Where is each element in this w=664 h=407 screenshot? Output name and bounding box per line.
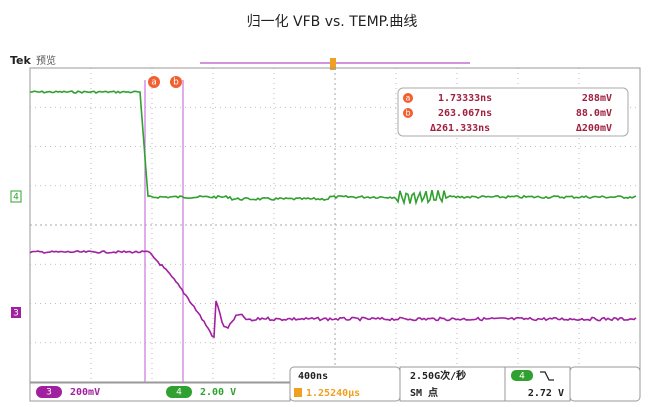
readout-a-label: a [406,94,411,103]
page: 归一化 VFB vs. TEMP.曲线 Tek 预览 a b 4 3 a b 1… [0,0,664,403]
cursor-b-label: b [173,78,179,88]
a-value: 288mV [582,93,612,104]
ch4-label: 4 [176,388,182,398]
trigger-level: 2.72 V [528,388,564,399]
mode: 预览 [36,54,56,67]
readout-b-label: b [405,109,410,118]
cursor-a-label: a [151,78,157,88]
channel-box [30,383,290,401]
position-icon [294,388,302,397]
a-time: 1.73333ns [438,93,492,104]
ch3-scale: 200mV [70,387,100,398]
delta-value: Δ200mV [576,123,612,134]
title: 归一化 VFB vs. TEMP.曲线 [247,13,418,30]
ch3-marker: 3 [13,309,19,319]
delta-time: Δ261.333ns [430,123,490,134]
b-time: 263.067ns [438,108,492,119]
empty-box [570,367,640,401]
ch4-scale: 2.00 V [200,387,236,398]
position: 1.25240μs [306,388,360,399]
record: SM 点 [410,386,438,399]
sample-rate: 2.50G次/秒 [410,369,466,382]
trigger-channel: 4 [519,372,525,382]
b-value: 88.0mV [576,108,612,119]
timebase: 400ns [298,371,328,382]
ch4-marker: 4 [13,193,19,203]
ch3-label: 3 [46,388,52,398]
brand: Tek [10,54,32,67]
